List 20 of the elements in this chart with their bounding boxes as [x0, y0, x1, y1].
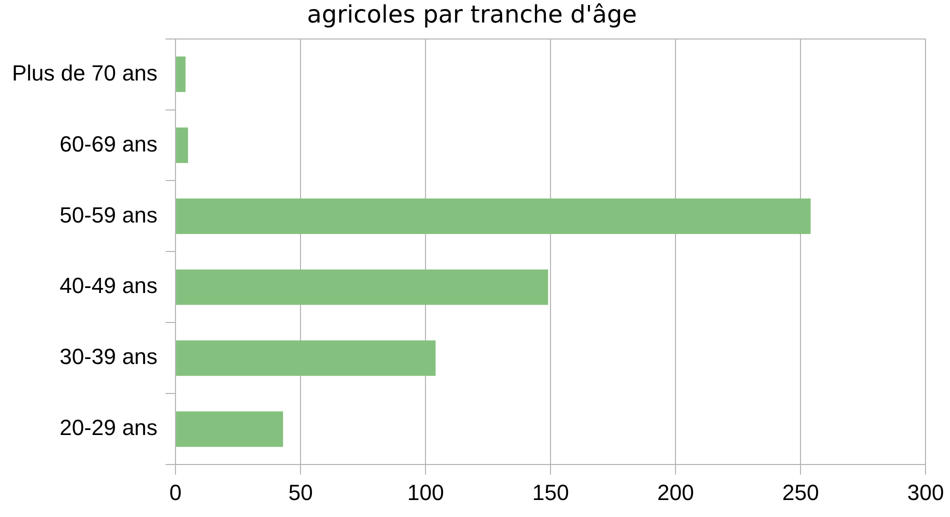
bar [176, 198, 811, 234]
y-tick-label: Plus de 70 ans [12, 60, 158, 86]
bar [176, 56, 186, 92]
bar [176, 340, 436, 376]
y-tick-label: 40-49 ans [60, 273, 158, 298]
y-tick-label: 30-39 ans [60, 344, 158, 370]
x-tick-label: 100 [407, 480, 444, 505]
x-tick-label: 250 [782, 480, 819, 505]
x-tick-label: 0 [169, 480, 182, 505]
bar [176, 128, 188, 163]
y-tick-label: 20-29 ans [60, 415, 158, 440]
x-tick-label: 300 [907, 480, 944, 505]
y-tick-label: 50-59 ans [60, 202, 158, 228]
y-tick-label: 60-69 ans [60, 131, 158, 156]
bar [176, 411, 284, 447]
x-tick-label: 150 [532, 480, 569, 505]
bar [176, 269, 548, 305]
chart-title: agricoles par tranche d'âge [307, 0, 637, 29]
x-tick-label: 50 [288, 480, 313, 505]
x-tick-label: 200 [657, 480, 694, 505]
